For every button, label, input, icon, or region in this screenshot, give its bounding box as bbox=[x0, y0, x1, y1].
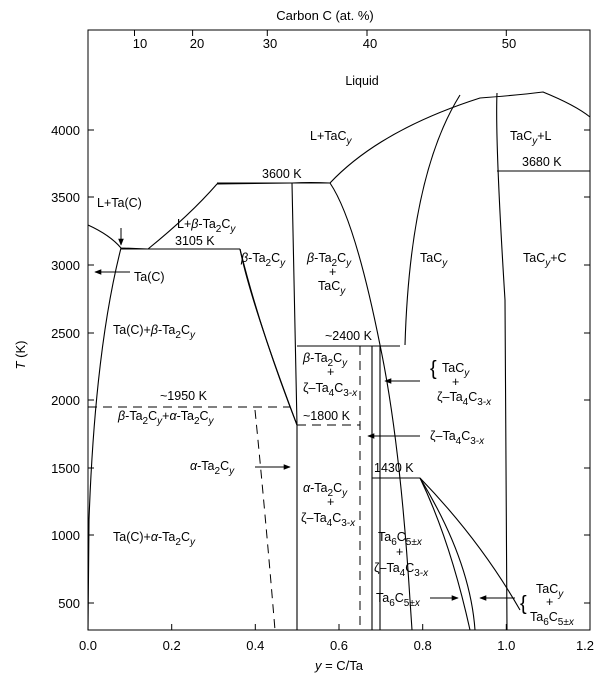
label-tacy-ta6c5-b: Ta6C5±x bbox=[530, 610, 575, 628]
top-tick-label: 10 bbox=[133, 36, 147, 51]
label-brace-ta6c5: { bbox=[520, 593, 527, 615]
bottom-axis-title: y = C/Ta bbox=[314, 658, 364, 673]
label-alpha-zeta-a: α-Ta2Cy bbox=[303, 481, 348, 499]
label-plus: + bbox=[452, 375, 459, 389]
label-l-beta: L+β-Ta2Cy bbox=[177, 217, 236, 235]
label-ta6c5-zeta-a: Ta6C5±x bbox=[378, 530, 423, 548]
label-3600: 3600 K bbox=[262, 167, 302, 181]
label-beta-zeta-b: ζ–Ta4C3-x bbox=[303, 381, 358, 399]
label-beta-zeta-a: β-Ta2Cy bbox=[302, 351, 348, 369]
top-axis-title: Carbon C (at. %) bbox=[276, 8, 374, 23]
label-1800: ~1800 K bbox=[303, 409, 351, 423]
label-zeta-tacy-a: TaCy bbox=[442, 361, 470, 379]
x-tick-label: 0.8 bbox=[414, 638, 432, 653]
label-plus: + bbox=[327, 495, 334, 509]
y-tick-label: 2500 bbox=[51, 326, 80, 341]
label-3105: 3105 K bbox=[175, 234, 215, 248]
label-zeta-tacy-b: ζ–Ta4C3-x bbox=[437, 390, 492, 408]
y-tick-label: 4000 bbox=[51, 123, 80, 138]
label-2400: ~2400 K bbox=[325, 329, 373, 343]
x-tick-label: 0.0 bbox=[79, 638, 97, 653]
label-tac: Ta(C) bbox=[134, 270, 165, 284]
y-tick-label: 2000 bbox=[51, 393, 80, 408]
label-plus: + bbox=[546, 595, 553, 609]
x-tick-label: 0.2 bbox=[163, 638, 181, 653]
top-tick-label: 30 bbox=[263, 36, 277, 51]
label-plus: + bbox=[396, 545, 403, 559]
label-ta6c5-zeta-b: ζ–Ta4C3-x bbox=[374, 561, 429, 579]
top-tick-label: 20 bbox=[190, 36, 204, 51]
label-tacy-region: TaCy bbox=[420, 251, 448, 269]
label-beta-plus-tacy: β-Ta2Cy bbox=[306, 251, 352, 269]
tick-marks bbox=[87, 30, 591, 630]
tac-solvus bbox=[87, 247, 122, 631]
label-l-tac: L+Ta(C) bbox=[97, 196, 142, 210]
label-tac-beta: Ta(C)+β-Ta2Cy bbox=[113, 323, 196, 341]
y-tick-label: 500 bbox=[58, 596, 80, 611]
x-tick-label: 1.2 bbox=[576, 638, 594, 653]
left-tick-labels: 500 1000 1500 2000 2500 3000 3500 4000 bbox=[51, 123, 80, 611]
label-tacy-ta6c5-a: TaCy bbox=[536, 582, 564, 600]
label-zeta: ζ–Ta4C3-x bbox=[430, 429, 485, 447]
bottom-tick-labels: 0.0 0.2 0.4 0.6 0.8 1.0 1.2 bbox=[79, 638, 594, 653]
x-tick-label: 0.6 bbox=[330, 638, 348, 653]
top-tick-label: 50 bbox=[502, 36, 516, 51]
label-tac-alpha: Ta(C)+α-Ta2Cy bbox=[113, 530, 196, 548]
label-beta-region: β-Ta2Cy bbox=[240, 251, 286, 269]
y-tick-label: 3500 bbox=[51, 190, 80, 205]
y-tick-label: 1000 bbox=[51, 528, 80, 543]
left-axis-title: T (K) bbox=[13, 341, 28, 370]
label-ta6c5: Ta6C5±x bbox=[376, 591, 421, 609]
leader-arrows bbox=[94, 228, 515, 601]
label-tacy-sub: TaCy bbox=[318, 279, 346, 297]
label-1430: 1430 K bbox=[374, 461, 414, 475]
label-3680: 3680 K bbox=[522, 155, 562, 169]
label-tacy-l: TaCy+L bbox=[510, 129, 552, 147]
y-tick-label: 3000 bbox=[51, 258, 80, 273]
label-beta-alpha: β-Ta2Cy+α-Ta2Cy bbox=[117, 409, 215, 427]
label-l-tacy: L+TaCy bbox=[310, 129, 352, 147]
phase-boundaries bbox=[87, 91, 591, 631]
top-tick-label: 40 bbox=[363, 36, 377, 51]
label-1950: ~1950 K bbox=[160, 389, 208, 403]
top-tick-labels: 10 20 30 40 50 bbox=[133, 36, 516, 51]
y-tick-label: 1500 bbox=[51, 461, 80, 476]
x-tick-label: 1.0 bbox=[497, 638, 515, 653]
label-plus: + bbox=[327, 365, 334, 379]
label-tacy-c: TaCy+C bbox=[523, 251, 567, 269]
label-liquid: Liquid bbox=[345, 74, 378, 88]
x-tick-label: 0.4 bbox=[246, 638, 264, 653]
label-alpha-region: α-Ta2Cy bbox=[190, 459, 235, 477]
label-brace-tacy: { bbox=[430, 358, 437, 380]
label-plus: + bbox=[329, 265, 336, 279]
region-labels: Liquid L+TaCy TaCy+L 3680 K 3600 K 3105 … bbox=[97, 74, 575, 628]
label-alpha-zeta-b: ζ–Ta4C3-x bbox=[301, 511, 356, 529]
dashed-lines bbox=[88, 345, 372, 631]
